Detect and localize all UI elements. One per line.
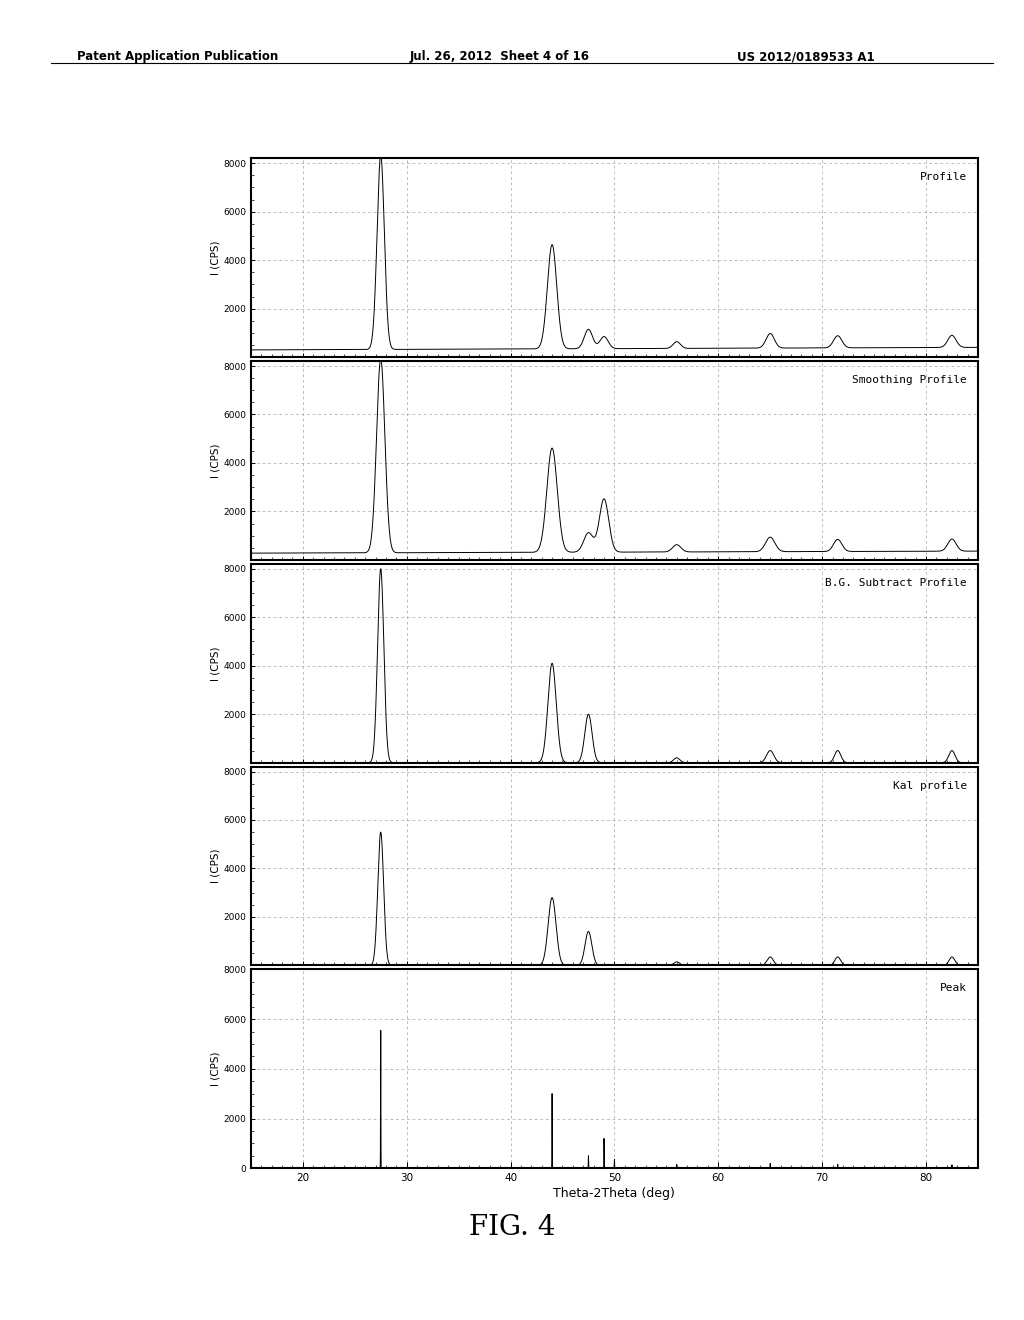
Y-axis label: I (CPS): I (CPS) [210, 240, 220, 275]
Text: B.G. Subtract Profile: B.G. Subtract Profile [825, 578, 967, 587]
Y-axis label: I (CPS): I (CPS) [210, 849, 220, 883]
X-axis label: Theta-2Theta (deg): Theta-2Theta (deg) [553, 1187, 676, 1200]
Text: Jul. 26, 2012  Sheet 4 of 16: Jul. 26, 2012 Sheet 4 of 16 [410, 50, 590, 63]
Text: FIG. 4: FIG. 4 [469, 1214, 555, 1241]
Text: US 2012/0189533 A1: US 2012/0189533 A1 [737, 50, 874, 63]
Y-axis label: I (CPS): I (CPS) [210, 645, 220, 681]
Y-axis label: I (CPS): I (CPS) [210, 444, 220, 478]
Y-axis label: I (CPS): I (CPS) [210, 1052, 220, 1086]
Text: Peak: Peak [940, 983, 967, 994]
Text: Profile: Profile [920, 173, 967, 182]
Text: Smoothing Profile: Smoothing Profile [852, 375, 967, 385]
Text: Patent Application Publication: Patent Application Publication [77, 50, 279, 63]
Text: Kal profile: Kal profile [893, 780, 967, 791]
